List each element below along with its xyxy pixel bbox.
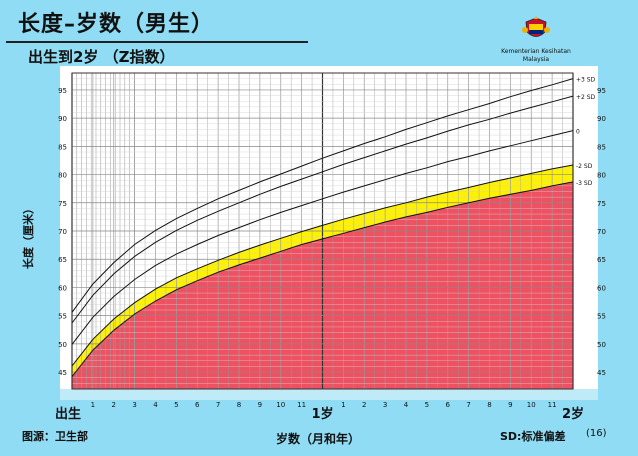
- y-tick-label-right: 75: [597, 200, 606, 208]
- x-tick-label: 9: [508, 401, 512, 409]
- zone-minus3-to-minus2sd: [72, 165, 573, 377]
- y-tick-label-left: 90: [58, 115, 67, 123]
- x-tick-label: 8: [237, 401, 241, 409]
- x-axis-label: 岁数（月和年）: [275, 432, 361, 446]
- x-major-label: 2岁: [562, 406, 584, 422]
- ministry-logo: Kementerian Kesihatan Malaysia: [496, 16, 576, 64]
- y-tick-label-right: 55: [597, 313, 606, 321]
- page-subtitle: 出生到2岁 （Z指数）: [28, 48, 175, 66]
- series-label: -2 SD: [576, 163, 593, 170]
- curve-minus2SD: [71, 164, 574, 367]
- x-tick-label: 11: [297, 401, 306, 409]
- x-tick-label: 2: [362, 401, 366, 409]
- curve-plus2SD: [71, 95, 574, 324]
- y-tick-label-left: 75: [58, 200, 67, 208]
- y-tick-label-right: 45: [597, 369, 606, 377]
- y-tick-label-right: 90: [597, 115, 606, 123]
- y-tick-label-left: 45: [58, 369, 67, 377]
- x-tick-label: 5: [174, 401, 178, 409]
- curve-plus3SD: [71, 78, 574, 313]
- x-tick-label: 3: [132, 401, 136, 409]
- y-tick-label-right: 80: [597, 172, 606, 180]
- title-underline: [6, 41, 308, 43]
- series-label: -3 SD: [576, 180, 593, 187]
- x-tick-label: 6: [446, 401, 451, 409]
- org-name-line2: Malaysia: [522, 56, 550, 63]
- sd-note: SD:标准偏差: [500, 430, 566, 443]
- x-tick-label: 7: [216, 401, 220, 409]
- y-tick-label-right: 65: [597, 256, 606, 264]
- y-tick-label-left: 60: [58, 284, 67, 292]
- plot-border: [71, 72, 574, 390]
- curve-0: [71, 130, 574, 345]
- x-axis-strip: [60, 389, 598, 400]
- y-tick-label-left: 70: [58, 228, 67, 236]
- y-tick-label-left: 95: [58, 87, 67, 95]
- series-label: 0: [576, 129, 580, 136]
- y-tick-label-right: 70: [597, 228, 606, 236]
- y-tick-label-left: 50: [58, 341, 67, 349]
- x-major-label: 出生: [55, 406, 81, 422]
- source-note: 图源：卫生部: [22, 430, 88, 443]
- x-tick-label: 5: [425, 401, 429, 409]
- x-tick-label: 9: [258, 401, 262, 409]
- y-tick-label-left: 85: [58, 143, 67, 151]
- y-tick-label-left: 55: [58, 313, 67, 321]
- y-tick-label-right: 85: [597, 143, 606, 151]
- x-tick-label: 4: [153, 401, 158, 409]
- y-tick-label-left: 80: [58, 172, 67, 180]
- x-tick-label: 4: [404, 401, 409, 409]
- x-tick-label: 10: [527, 401, 536, 409]
- y-tick-label-left: 65: [58, 256, 67, 264]
- y-tick-label-right: 60: [597, 284, 606, 292]
- x-tick-label: 6: [195, 401, 200, 409]
- page-number: (16): [586, 428, 607, 439]
- y-tick-label-right: 95: [597, 87, 606, 95]
- coat-of-arms-icon: [522, 16, 550, 37]
- curve-minus3SD: [71, 181, 574, 377]
- x-tick-label: 2: [112, 401, 116, 409]
- x-tick-label: 3: [383, 401, 387, 409]
- x-tick-label: 10: [276, 401, 285, 409]
- page-title: 长度–岁数（男生）: [18, 12, 215, 37]
- series-label: +2 SD: [576, 94, 596, 101]
- x-tick-label: 1: [91, 401, 95, 409]
- x-major-label: 1岁: [311, 406, 333, 422]
- x-tick-label: 1: [341, 401, 345, 409]
- x-tick-label: 11: [548, 401, 557, 409]
- x-tick-label: 7: [466, 401, 470, 409]
- x-tick-label: 8: [487, 401, 491, 409]
- y-tick-label-right: 50: [597, 341, 606, 349]
- series-label: +3 SD: [576, 77, 596, 84]
- org-name-line1: Kementerian Kesihatan: [501, 48, 571, 55]
